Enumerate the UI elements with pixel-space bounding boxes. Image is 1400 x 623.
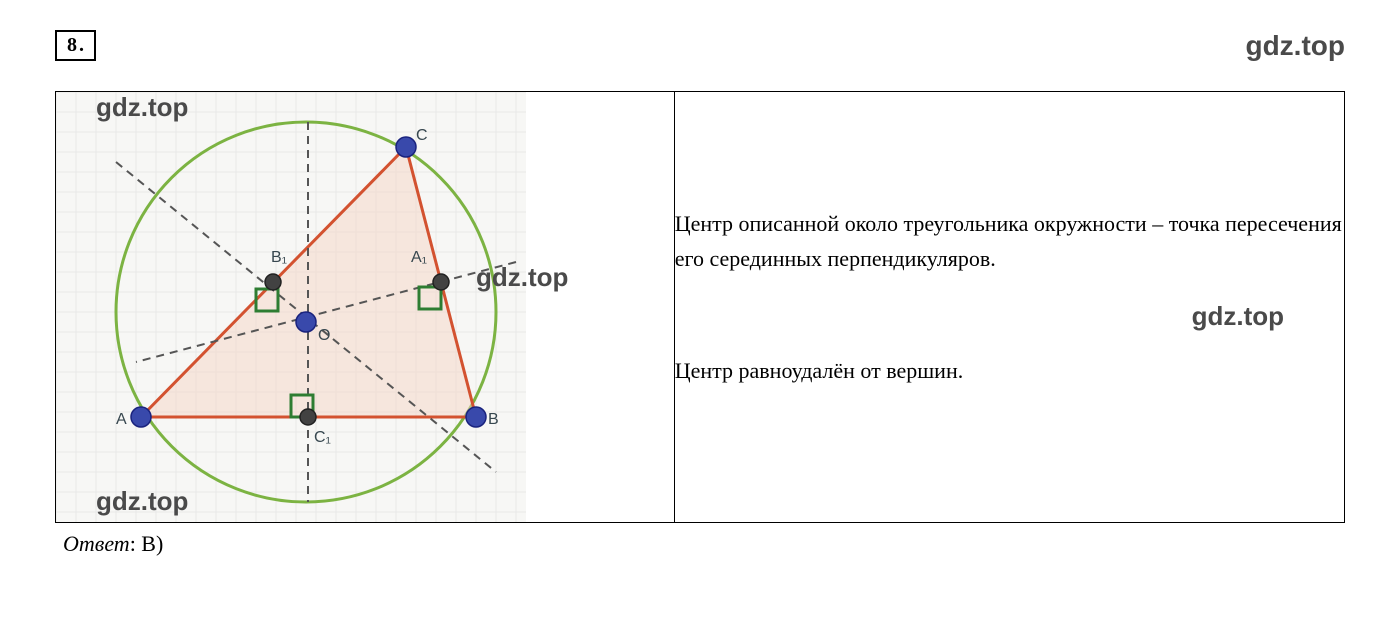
question-number: 8 [55, 30, 96, 61]
table-row: ABCA₁B₁C₁O gdz.top gdz.top gdz.top Центр… [56, 92, 1345, 523]
svg-text:C₁: C₁ [314, 429, 331, 446]
explanation-paragraph-2: Центр равноудалён от вершин. [675, 353, 1344, 388]
svg-text:B₁: B₁ [271, 249, 287, 266]
answer-value: : В) [130, 531, 164, 556]
diagram-cell: ABCA₁B₁C₁O gdz.top gdz.top gdz.top [56, 92, 675, 523]
svg-text:O: O [318, 327, 330, 344]
header-row: 8 gdz.top [55, 30, 1345, 91]
svg-text:A: A [116, 411, 127, 428]
diagram-wrapper: ABCA₁B₁C₁O gdz.top gdz.top gdz.top [56, 92, 674, 522]
explanation-wrapper: Центр описанной около треугольника окруж… [675, 206, 1344, 388]
watermark-text-middle: gdz.top [675, 296, 1284, 338]
watermark-top-right: gdz.top [1245, 30, 1345, 62]
geometry-diagram: A B C A₁ B₁ C₁ O [56, 92, 526, 522]
answer-label: Ответ [63, 531, 130, 556]
answer-line: Ответ: В) [55, 531, 1345, 557]
explanation-cell: Центр описанной около треугольника окруж… [674, 92, 1344, 523]
svg-text:A₁: A₁ [411, 249, 427, 266]
page-container: 8 gdz.top ABCA₁B₁C₁O gdz.top gdz.top gdz… [55, 30, 1345, 557]
svg-text:B: B [488, 411, 499, 428]
explanation-paragraph-1: Центр описанной около треугольника окруж… [675, 206, 1344, 276]
svg-text:C: C [416, 127, 428, 144]
content-table: ABCA₁B₁C₁O gdz.top gdz.top gdz.top Центр… [55, 91, 1345, 523]
